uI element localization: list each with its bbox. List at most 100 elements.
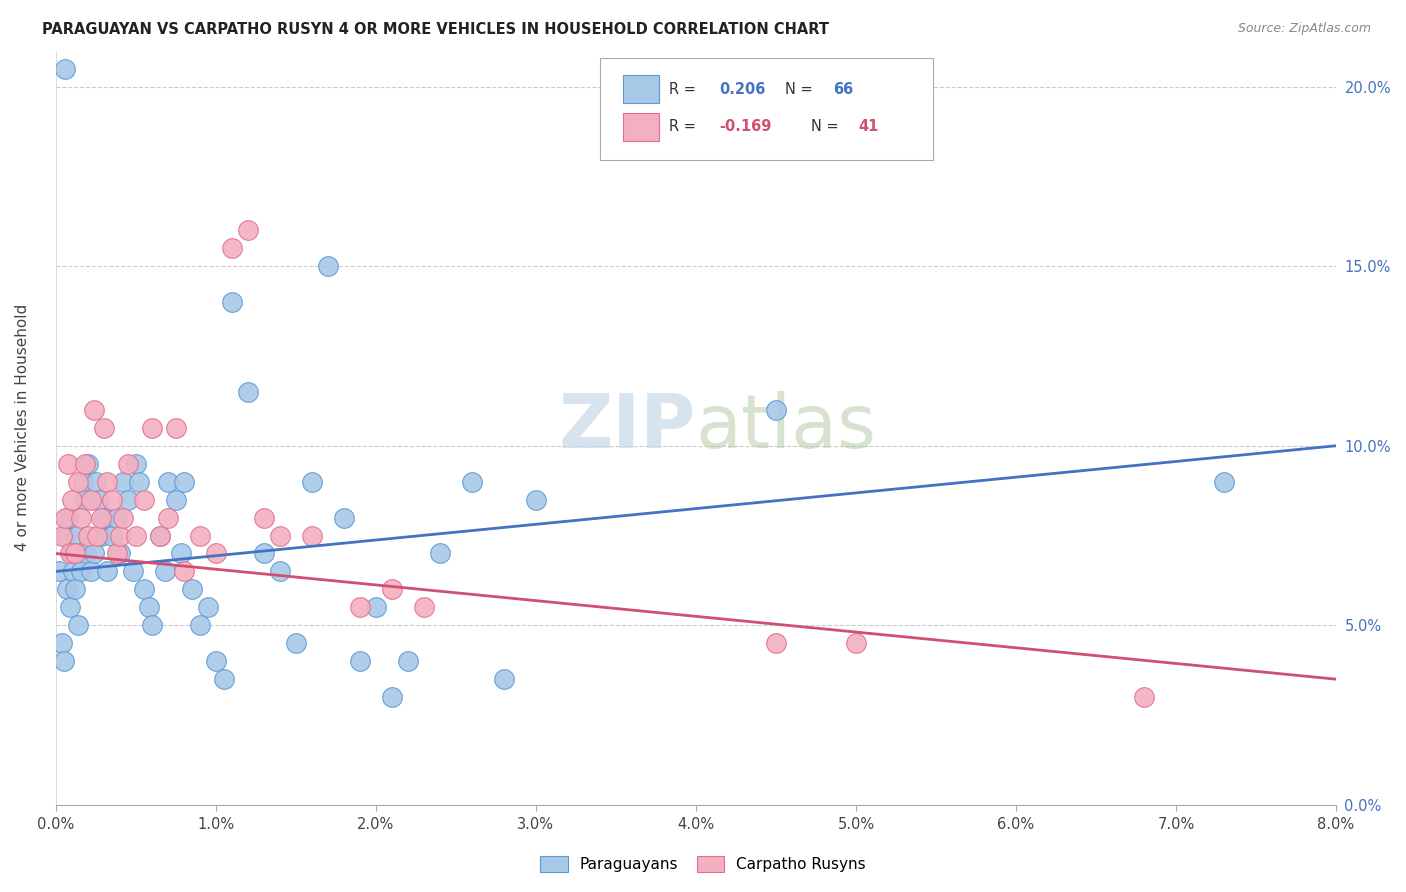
Paraguayans bbox=[461, 475, 484, 489]
Paraguayans bbox=[253, 547, 276, 561]
Paraguayans bbox=[236, 384, 259, 399]
Paraguayans bbox=[80, 565, 103, 579]
Carpatho Rusyns bbox=[100, 492, 122, 507]
Paraguayans bbox=[396, 654, 419, 668]
Paraguayans bbox=[381, 690, 404, 705]
Paraguayans bbox=[93, 510, 115, 524]
Paraguayans bbox=[65, 528, 87, 542]
Legend: Paraguayans, Carpatho Rusyns: Paraguayans, Carpatho Rusyns bbox=[533, 848, 873, 880]
Paraguayans bbox=[221, 295, 243, 310]
Paraguayans bbox=[105, 510, 128, 524]
Carpatho Rusyns bbox=[141, 421, 163, 435]
Paraguayans bbox=[108, 547, 131, 561]
Paraguayans bbox=[125, 457, 148, 471]
Paraguayans bbox=[1213, 475, 1236, 489]
Carpatho Rusyns bbox=[86, 528, 108, 542]
Carpatho Rusyns bbox=[156, 510, 179, 524]
Carpatho Rusyns bbox=[53, 510, 76, 524]
Carpatho Rusyns bbox=[59, 547, 82, 561]
Paraguayans bbox=[117, 492, 139, 507]
Carpatho Rusyns bbox=[108, 528, 131, 542]
Carpatho Rusyns bbox=[93, 421, 115, 435]
Carpatho Rusyns bbox=[765, 636, 787, 650]
Carpatho Rusyns bbox=[236, 223, 259, 237]
Text: -0.169: -0.169 bbox=[718, 120, 772, 135]
Paraguayans bbox=[169, 547, 191, 561]
Paraguayans bbox=[138, 600, 160, 615]
Paraguayans bbox=[429, 547, 451, 561]
Paraguayans bbox=[67, 618, 90, 632]
Paraguayans bbox=[284, 636, 307, 650]
Paraguayans bbox=[62, 565, 84, 579]
Paraguayans bbox=[87, 492, 110, 507]
Carpatho Rusyns bbox=[83, 402, 105, 417]
FancyBboxPatch shape bbox=[623, 75, 659, 103]
Text: atlas: atlas bbox=[696, 392, 877, 465]
Carpatho Rusyns bbox=[269, 528, 291, 542]
Carpatho Rusyns bbox=[845, 636, 868, 650]
Paraguayans bbox=[76, 457, 98, 471]
Text: 0.206: 0.206 bbox=[718, 82, 765, 96]
Carpatho Rusyns bbox=[111, 510, 134, 524]
Paraguayans bbox=[188, 618, 211, 632]
Paraguayans bbox=[52, 654, 75, 668]
Carpatho Rusyns bbox=[63, 547, 86, 561]
Carpatho Rusyns bbox=[80, 492, 103, 507]
Paraguayans bbox=[165, 492, 187, 507]
FancyBboxPatch shape bbox=[600, 58, 932, 160]
Carpatho Rusyns bbox=[105, 547, 128, 561]
Carpatho Rusyns bbox=[67, 475, 90, 489]
Paraguayans bbox=[63, 582, 86, 597]
Paraguayans bbox=[60, 547, 83, 561]
Text: N =: N = bbox=[811, 120, 844, 135]
Text: Source: ZipAtlas.com: Source: ZipAtlas.com bbox=[1237, 22, 1371, 36]
Carpatho Rusyns bbox=[349, 600, 371, 615]
Text: R =: R = bbox=[669, 82, 700, 96]
Text: N =: N = bbox=[786, 82, 818, 96]
Paraguayans bbox=[333, 510, 356, 524]
Paraguayans bbox=[197, 600, 219, 615]
Paraguayans bbox=[89, 528, 111, 542]
Paraguayans bbox=[48, 565, 70, 579]
Paraguayans bbox=[128, 475, 150, 489]
Carpatho Rusyns bbox=[149, 528, 172, 542]
Carpatho Rusyns bbox=[412, 600, 434, 615]
Paraguayans bbox=[73, 492, 96, 507]
Paraguayans bbox=[132, 582, 155, 597]
Paraguayans bbox=[59, 600, 82, 615]
Paraguayans bbox=[96, 565, 118, 579]
Paraguayans bbox=[269, 565, 291, 579]
FancyBboxPatch shape bbox=[623, 112, 659, 141]
Paraguayans bbox=[156, 475, 179, 489]
Carpatho Rusyns bbox=[253, 510, 276, 524]
Paraguayans bbox=[316, 259, 339, 273]
Text: PARAGUAYAN VS CARPATHO RUSYN 4 OR MORE VEHICLES IN HOUSEHOLD CORRELATION CHART: PARAGUAYAN VS CARPATHO RUSYN 4 OR MORE V… bbox=[42, 22, 830, 37]
Paraguayans bbox=[53, 528, 76, 542]
Paraguayans bbox=[111, 475, 134, 489]
Carpatho Rusyns bbox=[89, 510, 111, 524]
Carpatho Rusyns bbox=[70, 510, 93, 524]
Text: 66: 66 bbox=[832, 82, 853, 96]
Paraguayans bbox=[524, 492, 547, 507]
Carpatho Rusyns bbox=[173, 565, 195, 579]
Carpatho Rusyns bbox=[60, 492, 83, 507]
Carpatho Rusyns bbox=[188, 528, 211, 542]
Paraguayans bbox=[364, 600, 387, 615]
Carpatho Rusyns bbox=[58, 457, 80, 471]
Y-axis label: 4 or more Vehicles in Household: 4 or more Vehicles in Household bbox=[15, 304, 30, 551]
Carpatho Rusyns bbox=[51, 528, 73, 542]
Carpatho Rusyns bbox=[165, 421, 187, 435]
Paraguayans bbox=[149, 528, 172, 542]
Paraguayans bbox=[75, 547, 97, 561]
Paraguayans bbox=[301, 475, 323, 489]
Paraguayans bbox=[72, 475, 94, 489]
Carpatho Rusyns bbox=[132, 492, 155, 507]
Paraguayans bbox=[180, 582, 202, 597]
Paraguayans bbox=[212, 672, 235, 686]
Paraguayans bbox=[83, 547, 105, 561]
Paraguayans bbox=[121, 565, 143, 579]
Paraguayans bbox=[100, 528, 122, 542]
Paraguayans bbox=[69, 547, 91, 561]
Paraguayans bbox=[141, 618, 163, 632]
Paraguayans bbox=[204, 654, 226, 668]
